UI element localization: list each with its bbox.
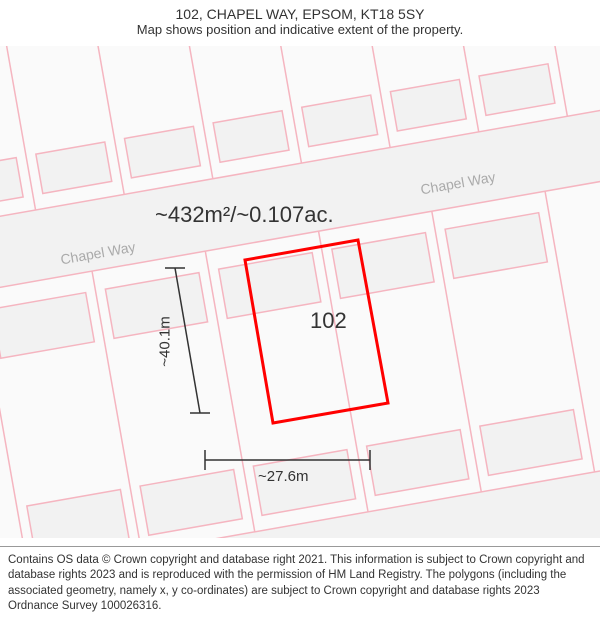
footer-text: Contains OS data © Crown copyright and d… <box>8 554 585 613</box>
property-title: 102, CHAPEL WAY, EPSOM, KT18 5SY <box>10 6 590 22</box>
footer: Contains OS data © Crown copyright and d… <box>0 546 600 625</box>
map-container: Chapel Way Chapel Way ~432m²/~0.107ac. 1… <box>0 0 600 538</box>
area-label: ~432m²/~0.107ac. <box>155 202 334 228</box>
header: 102, CHAPEL WAY, EPSOM, KT18 5SY Map sho… <box>0 0 600 39</box>
map-svg <box>0 0 600 538</box>
height-dim-label: ~40.1m <box>157 316 174 366</box>
house-number: 102 <box>310 308 347 334</box>
property-subtitle: Map shows position and indicative extent… <box>10 22 590 37</box>
width-dim-label: ~27.6m <box>258 468 308 485</box>
